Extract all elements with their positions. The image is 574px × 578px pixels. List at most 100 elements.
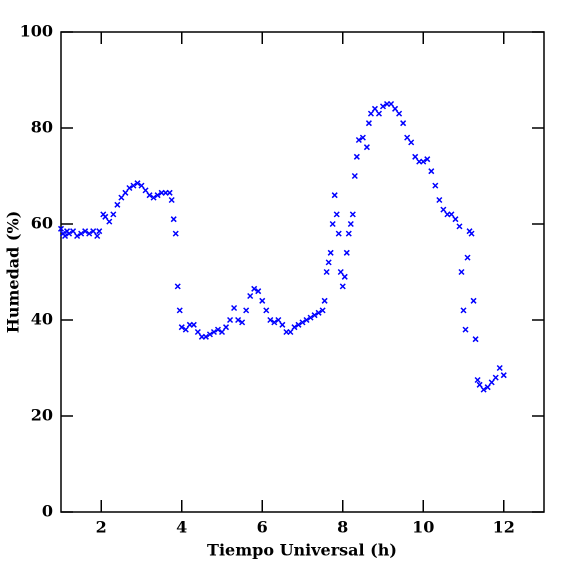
x-tick-label: 2: [96, 518, 107, 537]
x-tick-label: 10: [412, 518, 434, 537]
point: [470, 297, 477, 304]
point: [440, 206, 447, 213]
point: [484, 384, 491, 391]
point: [70, 228, 77, 235]
point: [349, 211, 356, 218]
point: [400, 120, 407, 127]
point: [404, 134, 411, 141]
point: [488, 379, 495, 386]
point: [496, 364, 503, 372]
point: [323, 268, 330, 276]
point: [345, 230, 352, 237]
point: [194, 328, 201, 336]
point: [347, 220, 354, 228]
point: [458, 268, 465, 276]
point: [335, 230, 342, 237]
point: [295, 321, 302, 328]
point: [110, 211, 117, 218]
point: [448, 211, 455, 218]
point: [299, 319, 306, 326]
point: [412, 153, 419, 160]
point: [150, 194, 157, 201]
point: [174, 283, 181, 290]
point: [307, 314, 314, 321]
point: [126, 184, 133, 192]
point: [319, 307, 326, 314]
point: [118, 194, 125, 201]
point: [325, 259, 332, 266]
y-tick-label: 60: [31, 214, 53, 233]
point: [178, 324, 185, 331]
point: [130, 182, 137, 189]
x-axis-label: Tiempo Universal (h): [207, 541, 397, 560]
x-tick-label: 4: [176, 518, 187, 537]
point: [279, 321, 286, 328]
point: [74, 232, 81, 240]
point: [94, 232, 101, 240]
point: [122, 189, 129, 196]
point: [255, 288, 262, 295]
point: [476, 381, 483, 388]
point: [291, 324, 298, 331]
point: [170, 216, 177, 223]
point: [190, 321, 197, 328]
point: [329, 220, 336, 228]
point: [154, 192, 161, 199]
point: [303, 316, 310, 324]
y-tick-label: 80: [31, 118, 53, 137]
point: [102, 213, 109, 220]
point: [492, 374, 499, 381]
point: [239, 319, 246, 326]
point: [86, 230, 93, 237]
point: [61, 232, 69, 240]
point: [420, 158, 427, 165]
point: [353, 153, 360, 160]
point: [392, 105, 399, 112]
point: [351, 172, 358, 180]
point: [343, 249, 350, 256]
point: [363, 144, 370, 151]
point: [500, 372, 507, 379]
point: [436, 196, 443, 204]
point: [251, 285, 258, 292]
plot-frame: [60, 31, 545, 513]
point: [231, 304, 238, 312]
point: [331, 192, 338, 199]
point: [235, 316, 242, 324]
point: [247, 292, 254, 300]
point: [267, 316, 274, 324]
x-tick-label: 6: [257, 518, 268, 537]
point: [359, 134, 366, 141]
point: [275, 316, 282, 324]
x-tick-label: 12: [493, 518, 515, 537]
point: [172, 230, 179, 237]
point: [96, 228, 103, 235]
point: [452, 216, 459, 223]
point: [474, 376, 481, 384]
y-tick-label: 20: [31, 406, 53, 425]
point: [218, 328, 226, 336]
point: [456, 223, 463, 230]
point: [222, 324, 230, 331]
point: [321, 297, 328, 304]
point: [214, 326, 222, 333]
point: [464, 254, 471, 261]
point: [480, 386, 487, 393]
point: [408, 139, 415, 146]
point: [114, 201, 121, 208]
point: [259, 297, 266, 304]
point: [468, 230, 475, 237]
point: [428, 168, 435, 175]
point: [134, 180, 141, 187]
point: [202, 333, 209, 340]
point: [142, 187, 149, 194]
point: [379, 103, 387, 110]
point: [138, 182, 145, 189]
point: [339, 283, 346, 290]
point: [243, 307, 250, 314]
point: [227, 316, 234, 324]
point: [106, 218, 113, 225]
y-tick-label: 100: [20, 22, 53, 41]
point: [78, 230, 85, 237]
